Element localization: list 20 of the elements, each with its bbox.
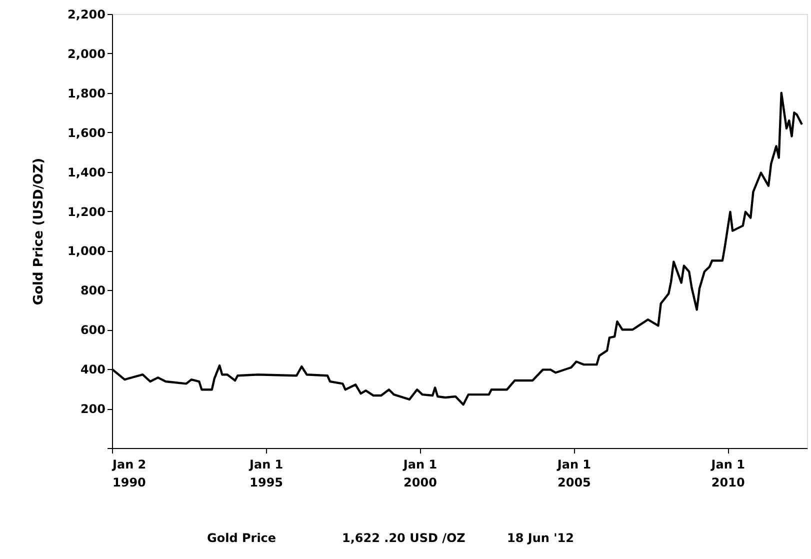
y-tick-label: 1,000 xyxy=(68,244,106,258)
y-tick-label: 1,600 xyxy=(68,126,106,140)
text: Gold Price xyxy=(207,531,276,545)
y-tick-label: 2,000 xyxy=(68,46,106,61)
x-tick-label: Jan 1 2000 xyxy=(402,458,438,490)
y-tick-label: 400 xyxy=(80,362,106,377)
y-tick-label: 1,200 xyxy=(68,204,106,219)
x-tick-label: Jan 2 1990 xyxy=(112,458,146,490)
y-axis-title: Gold Price (USD/OZ) xyxy=(32,158,47,306)
text: 1,622 .20 USD /OZ xyxy=(342,531,466,545)
x-tick-label: Jan 1 1995 xyxy=(248,458,284,490)
y-tick-label: 1,400 xyxy=(68,165,106,180)
y-tick-label: 800 xyxy=(80,284,106,298)
x-tick-label: Jan 1 2010 xyxy=(710,458,745,490)
y-tick-label: 600 xyxy=(80,323,106,338)
text: 18 Jun '12 xyxy=(507,531,574,545)
y-tick-label: 1,800 xyxy=(68,86,106,100)
y-tick-label: 200 xyxy=(80,402,106,416)
x-tick-label: Jan 1 2005 xyxy=(556,458,592,490)
y-tick-label: 2,200 xyxy=(68,8,106,22)
